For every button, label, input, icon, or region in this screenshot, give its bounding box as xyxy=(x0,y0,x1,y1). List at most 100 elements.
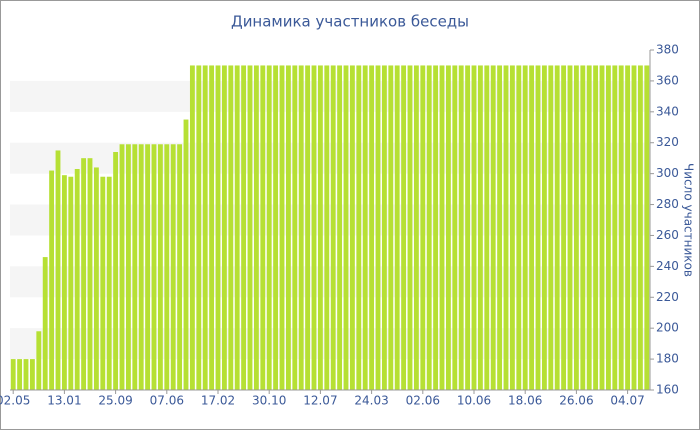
bar xyxy=(561,65,567,391)
y-tick-label: 220 xyxy=(656,290,679,304)
bar xyxy=(330,65,336,391)
grid-band xyxy=(10,142,650,174)
bar xyxy=(445,65,451,391)
bar xyxy=(503,65,509,391)
bar xyxy=(260,65,266,391)
bar xyxy=(202,65,208,391)
bar xyxy=(477,65,483,391)
x-tick-label: 30.10 xyxy=(252,394,286,408)
bar xyxy=(541,65,547,391)
bar xyxy=(413,65,419,391)
x-tick-label: 13.01 xyxy=(47,394,81,408)
grid-band xyxy=(10,80,650,112)
bar xyxy=(279,65,285,391)
bar xyxy=(125,144,131,390)
bar xyxy=(637,65,643,391)
bar xyxy=(375,65,381,391)
bar xyxy=(529,65,535,391)
bar xyxy=(29,359,35,390)
bar xyxy=(573,65,579,391)
bar xyxy=(343,65,349,391)
bar xyxy=(49,170,55,390)
x-tick-label: 26.06 xyxy=(559,394,593,408)
bar xyxy=(292,65,298,391)
y-tick-label: 160 xyxy=(656,383,679,397)
bar xyxy=(349,65,355,391)
bar xyxy=(420,65,426,391)
y-tick-label: 180 xyxy=(656,352,679,366)
bar xyxy=(74,169,80,390)
bar xyxy=(337,65,343,391)
x-tick-label: 18.06 xyxy=(508,394,542,408)
bar xyxy=(548,65,554,391)
bar xyxy=(209,65,215,391)
bar xyxy=(119,144,125,390)
bar xyxy=(605,65,611,391)
bar xyxy=(599,65,605,391)
bar xyxy=(407,65,413,391)
bar xyxy=(586,65,592,391)
bar xyxy=(439,65,445,391)
x-tick-label: 25.09 xyxy=(98,394,132,408)
bar xyxy=(401,65,407,391)
bar xyxy=(631,65,637,391)
bar xyxy=(317,65,323,391)
bar xyxy=(625,65,631,391)
bar xyxy=(247,65,253,391)
bar xyxy=(132,144,138,390)
chart-title: Динамика участников беседы xyxy=(231,13,469,31)
bar xyxy=(100,176,106,390)
bar xyxy=(145,144,151,390)
y-tick-label: 360 xyxy=(656,73,679,87)
bar xyxy=(55,150,61,390)
bar xyxy=(369,65,375,391)
bar xyxy=(87,158,93,390)
bar xyxy=(394,65,400,391)
y-tick-label: 320 xyxy=(656,135,679,149)
bar xyxy=(266,65,272,391)
x-tick-label: 17.02 xyxy=(201,394,235,408)
bar xyxy=(381,65,387,391)
bar xyxy=(68,176,74,390)
bar xyxy=(183,119,189,390)
y-tick-label: 340 xyxy=(656,104,679,118)
bar xyxy=(196,65,202,391)
bar xyxy=(273,65,279,391)
bar xyxy=(356,65,362,391)
bar xyxy=(177,144,183,390)
bar xyxy=(580,65,586,391)
y-tick-label: 240 xyxy=(656,259,679,273)
bar xyxy=(535,65,541,391)
bar xyxy=(305,65,311,391)
bar xyxy=(221,65,227,391)
bar xyxy=(471,65,477,391)
bar xyxy=(426,65,432,391)
x-tick-label: 02.05 xyxy=(0,394,30,408)
bar xyxy=(36,331,42,390)
y-tick-label: 300 xyxy=(656,166,679,180)
bar xyxy=(497,65,503,391)
bar xyxy=(612,65,618,391)
bar xyxy=(215,65,221,391)
bar xyxy=(298,65,304,391)
bar xyxy=(241,65,247,391)
y-tick-label: 280 xyxy=(656,197,679,211)
bar xyxy=(433,65,439,391)
bar xyxy=(157,144,163,390)
bar xyxy=(81,158,87,390)
bar xyxy=(452,65,458,391)
x-tick-label: 10.06 xyxy=(457,394,491,408)
bar xyxy=(189,65,195,391)
bar xyxy=(151,144,157,390)
grid-band xyxy=(10,204,650,236)
bar xyxy=(458,65,464,391)
bar xyxy=(567,65,573,391)
bar xyxy=(509,65,515,391)
bar xyxy=(311,65,317,391)
bar xyxy=(522,65,528,391)
bar xyxy=(618,65,624,391)
grid-band xyxy=(10,328,650,360)
bar xyxy=(164,144,170,390)
y-axis-label: Число участников xyxy=(682,163,696,277)
